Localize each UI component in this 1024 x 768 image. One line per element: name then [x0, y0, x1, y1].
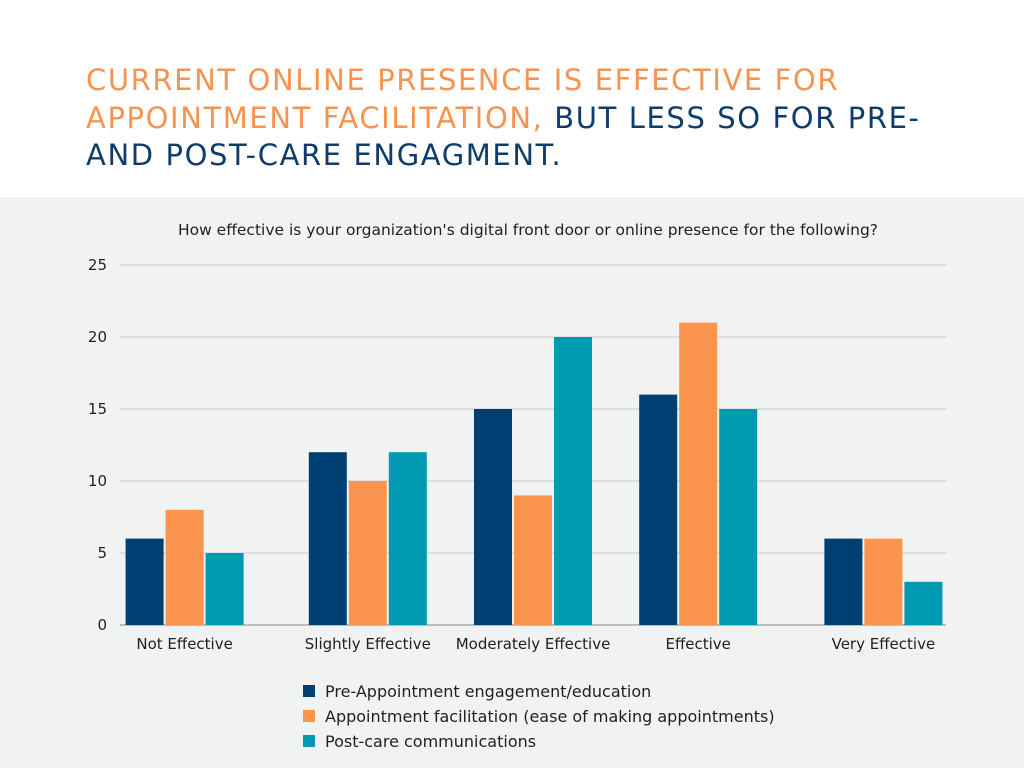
bar-2-3	[514, 495, 552, 625]
category-labels: Not Effective Slightly Effective Moderatel…	[136, 635, 935, 653]
gridlines: 0 5 10 15 20 25	[88, 256, 946, 634]
category-label: Slightly Effective	[305, 635, 431, 653]
category-label: Effective	[665, 635, 730, 653]
legend-swatch	[303, 735, 315, 747]
bars	[125, 322, 943, 625]
bar-2-2	[348, 481, 387, 625]
title-remainder: BUT LESS SO FOR PRE- AND POST-CARE ENGAG…	[86, 100, 921, 173]
bar-3-5	[904, 581, 943, 625]
bar-1-1	[125, 538, 164, 625]
bar-2-4	[679, 322, 718, 625]
page-title: CURRENT ONLINE PRESENCE IS EFFECTIVE FOR…	[86, 62, 986, 175]
bar-1-2	[308, 452, 347, 625]
category-label: Very Effective	[832, 635, 936, 653]
y-tick-label: 10	[88, 472, 107, 490]
legend: Pre-Appointment engagement/education Appo…	[303, 682, 775, 751]
header: CURRENT ONLINE PRESENCE IS EFFECTIVE FOR…	[0, 0, 1024, 197]
category-label: Not Effective	[136, 635, 233, 653]
y-tick-label: 20	[88, 328, 107, 346]
bar-1-4	[639, 394, 678, 625]
bar-1-3	[474, 409, 512, 625]
legend-label: Appointment facilitation (ease of making…	[325, 707, 775, 726]
y-tick-label: 15	[88, 400, 107, 418]
legend-swatch	[303, 710, 315, 722]
y-tick-label: 0	[97, 616, 107, 634]
chart-title: How effective is your organization's dig…	[178, 221, 878, 239]
bar-3-3	[554, 337, 592, 625]
legend-label: Post-care communications	[325, 732, 536, 751]
legend-label: Pre-Appointment engagement/education	[325, 682, 651, 701]
bar-3-1	[205, 553, 244, 625]
bar-3-2	[388, 452, 427, 625]
bar-1-5	[824, 538, 863, 625]
y-tick-label: 25	[88, 256, 107, 274]
title-highlight: CURRENT ONLINE PRESENCE IS EFFECTIVE FOR…	[86, 63, 840, 135]
bar-2-1	[165, 509, 204, 625]
y-tick-label: 5	[97, 544, 107, 562]
category-label: Moderately Effective	[456, 635, 611, 653]
bar-2-5	[864, 538, 903, 625]
bar-3-4	[719, 409, 758, 625]
legend-swatch	[303, 685, 315, 697]
